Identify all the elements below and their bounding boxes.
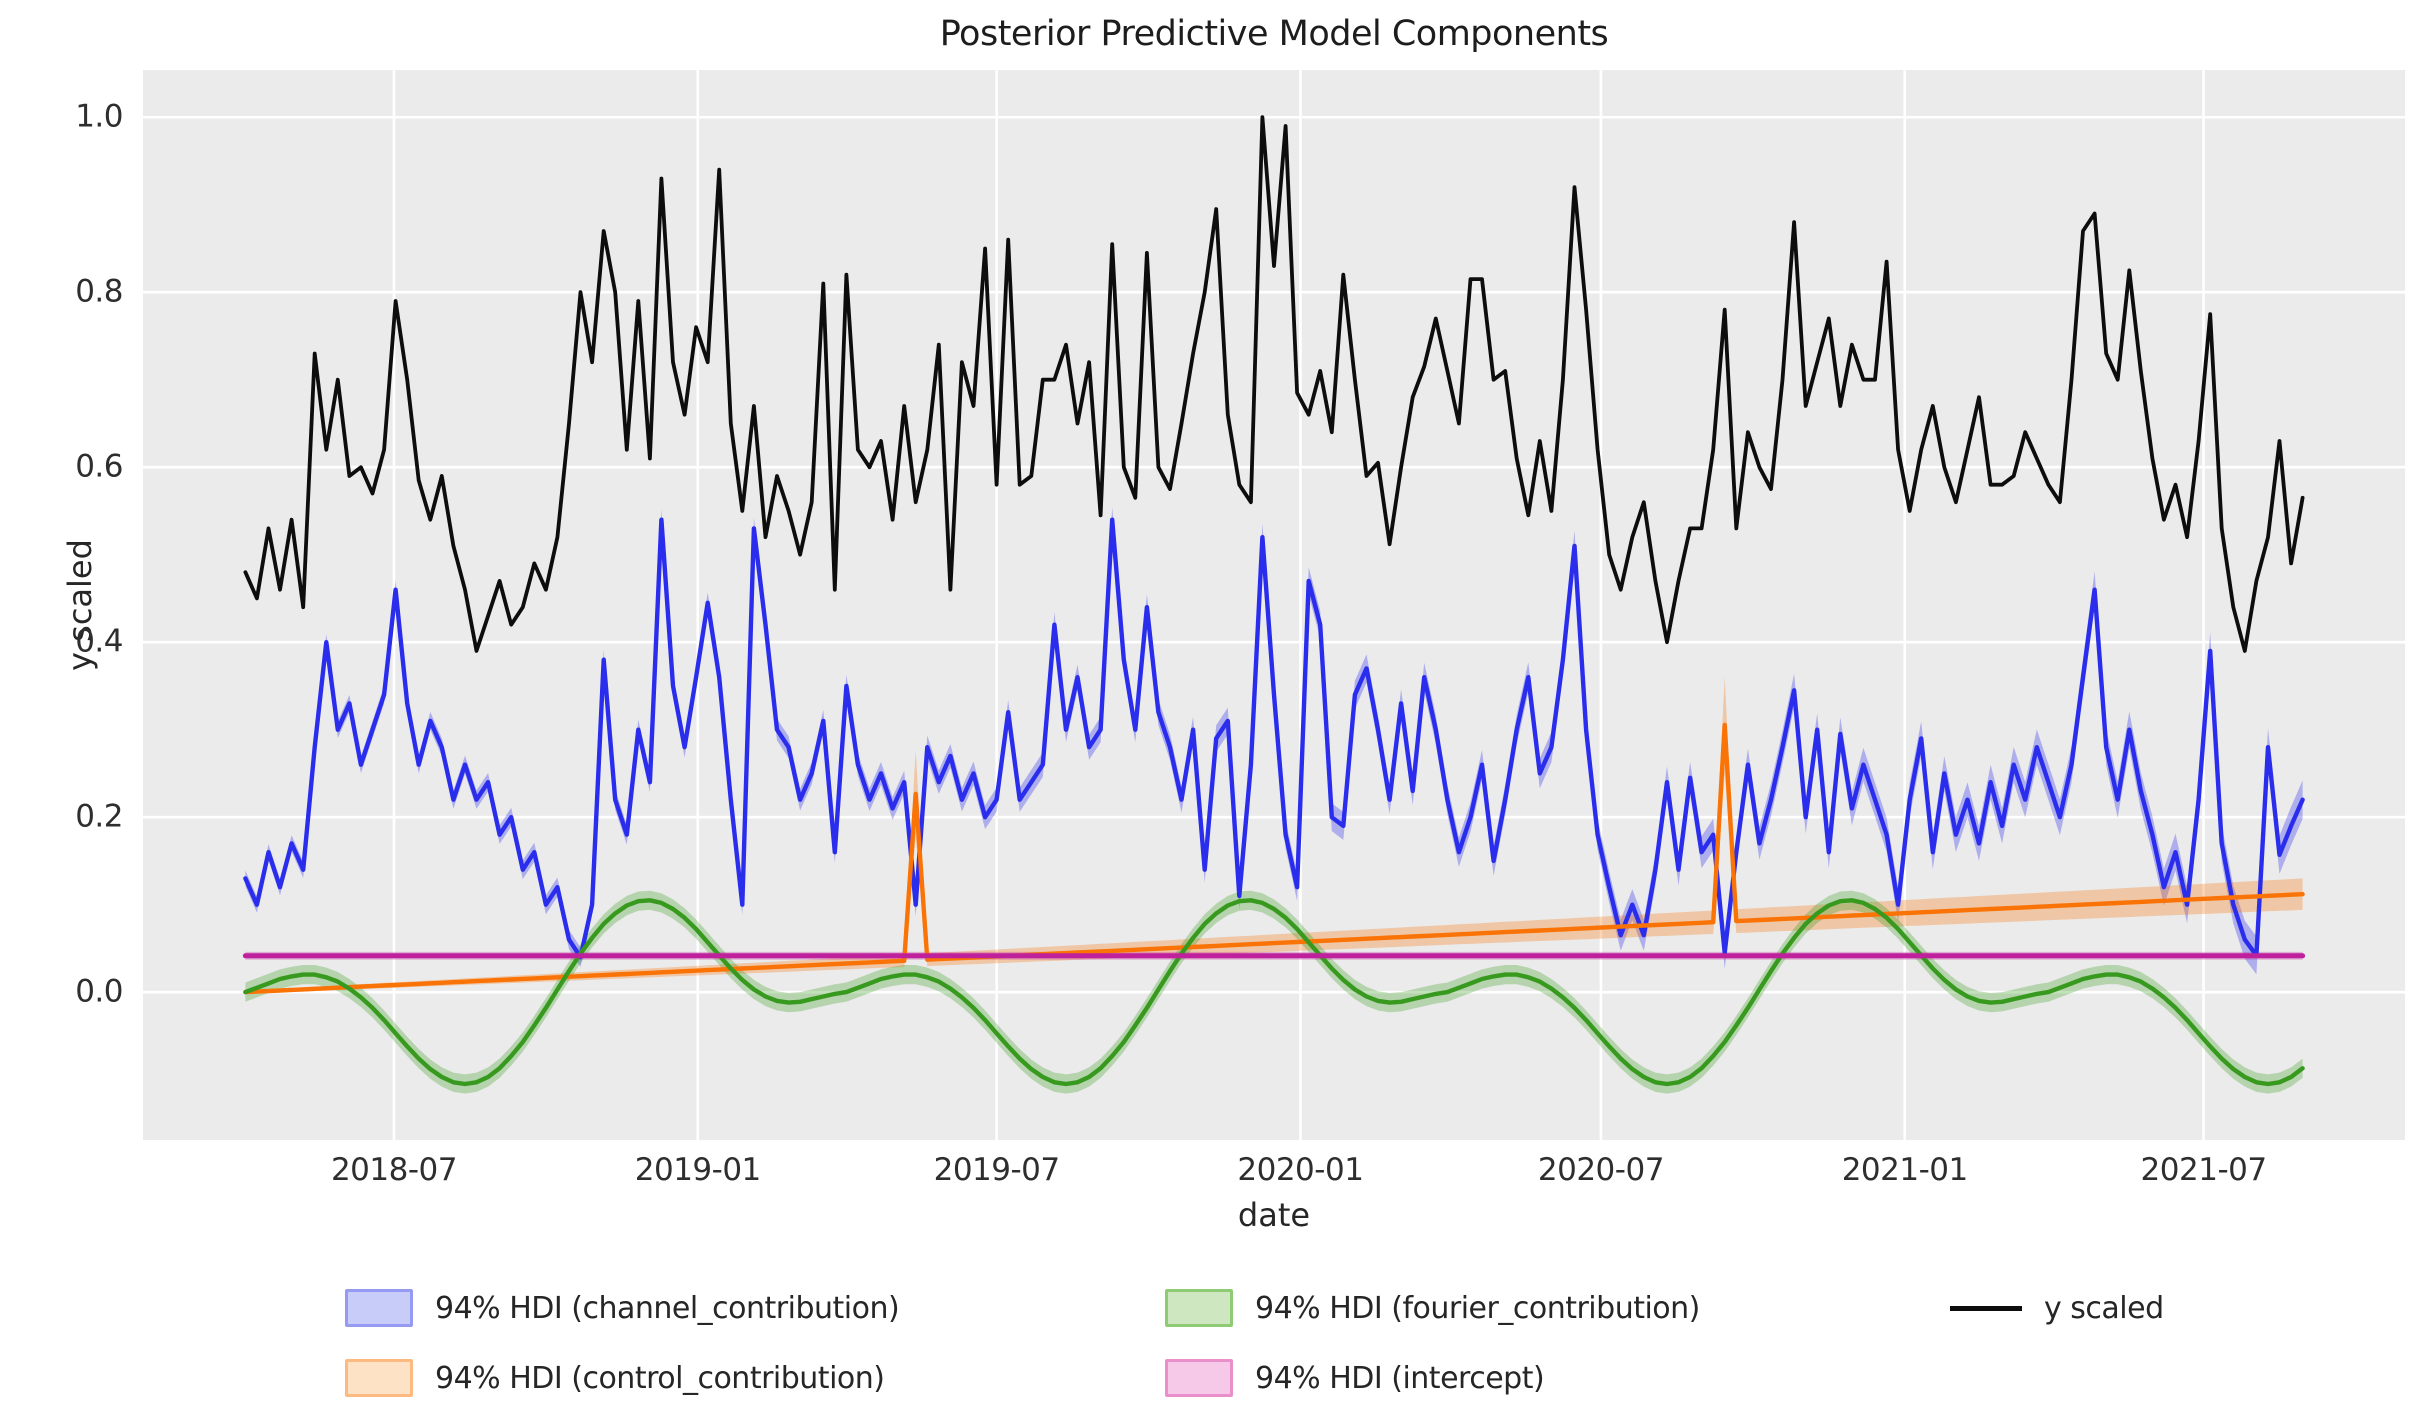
y-tick-label: 0.2 (75, 798, 123, 835)
legend-item-channel_contribution: 94% HDI (channel_contribution) (345, 1284, 900, 1332)
y-tick-label: 0.4 (75, 623, 123, 660)
series-line-channel_contribution (243, 517, 2305, 960)
legend-label: 94% HDI (channel_contribution) (435, 1290, 900, 1326)
series-line-fourier_contribution (243, 898, 2305, 1087)
y-tick-label: 0.0 (75, 973, 123, 1010)
legend-item-fourier_contribution: 94% HDI (fourier_contribution) (1165, 1284, 1700, 1332)
legend-label: y scaled (2044, 1290, 2164, 1326)
x-tick-label: 2018-07 (330, 1152, 458, 1188)
y-tick-label: 1.0 (75, 98, 123, 135)
legend-item-intercept: 94% HDI (intercept) (1165, 1354, 1545, 1402)
x-tick-label: 2020-07 (1537, 1152, 1665, 1188)
legend-item-control_contribution: 94% HDI (control_contribution) (345, 1354, 885, 1402)
x-tick-label: 2019-07 (933, 1152, 1061, 1188)
legend-label: 94% HDI (control_contribution) (435, 1360, 885, 1396)
x-tick-label: 2021-07 (2140, 1152, 2268, 1188)
y-tick-label: 0.8 (75, 273, 123, 310)
x-tick-label: 2021-01 (1841, 1152, 1969, 1188)
legend-item-y-scaled: y scaled (1950, 1284, 2164, 1332)
legend-patch-swatch (1165, 1359, 1233, 1397)
series-line-y-scaled (243, 115, 2305, 653)
x-axis-label: date (1237, 1196, 1311, 1234)
chart-title: Posterior Predictive Model Components (939, 14, 1609, 54)
legend-label: 94% HDI (fourier_contribution) (1255, 1290, 1700, 1326)
x-tick-label: 2020-01 (1237, 1152, 1364, 1188)
y-tick-label: 0.6 (75, 448, 123, 485)
legend-label: 94% HDI (intercept) (1255, 1360, 1545, 1396)
series-line-control_contribution (243, 722, 2305, 995)
series-band-fourier_contribution (245, 890, 2303, 1094)
legend-patch-swatch (345, 1289, 413, 1327)
x-tick-label: 2019-01 (634, 1152, 762, 1188)
legend-line-swatch (1950, 1305, 2022, 1311)
series-band-control_contribution (245, 676, 2303, 994)
legend-patch-swatch (345, 1359, 413, 1397)
legend-patch-swatch (1165, 1289, 1233, 1327)
